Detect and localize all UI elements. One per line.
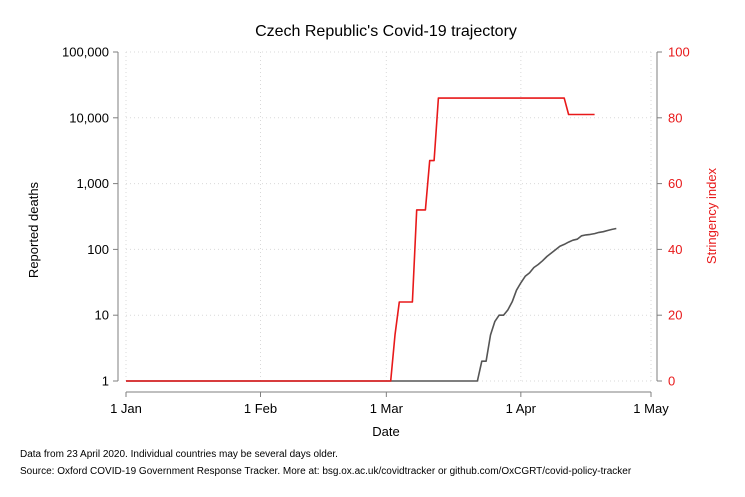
y-right-tick-label: 40 bbox=[668, 242, 682, 257]
deaths-line bbox=[126, 227, 617, 382]
y-ticks-left: 1 10 100 1,000 10,000 100,000 bbox=[62, 45, 118, 389]
y-axis-label-right: Stringency index bbox=[704, 167, 719, 264]
y-left-tick-label: 1 bbox=[102, 374, 109, 389]
chart-title: Czech Republic's Covid-19 trajectory bbox=[255, 23, 517, 40]
axes bbox=[117, 52, 658, 393]
series bbox=[126, 97, 617, 382]
y-right-tick-label: 100 bbox=[668, 45, 690, 60]
y-right-tick-label: 20 bbox=[668, 308, 682, 323]
x-tick-label: 1 Apr bbox=[506, 401, 537, 416]
y-left-tick-label: 1,000 bbox=[76, 176, 109, 191]
data-note: Data from 23 April 2020. Individual coun… bbox=[20, 449, 338, 460]
y-axis-label-left: Reported deaths bbox=[26, 181, 41, 278]
y-left-tick-label: 100 bbox=[87, 242, 109, 257]
y-left-tick-label: 10,000 bbox=[69, 110, 109, 125]
stringency-line bbox=[126, 97, 595, 382]
x-tick-label: 1 Jan bbox=[110, 401, 142, 416]
grid bbox=[125, 51, 652, 382]
x-tick-label: 1 Mar bbox=[370, 401, 404, 416]
y-right-tick-label: 60 bbox=[668, 176, 682, 191]
y-ticks-right: 0 20 40 60 80 100 bbox=[657, 45, 690, 389]
x-tick-label: 1 May bbox=[633, 401, 669, 416]
y-right-tick-label: 0 bbox=[668, 374, 675, 389]
source-note: Source: Oxford COVID-19 Government Respo… bbox=[20, 466, 632, 477]
y-left-tick-label: 100,000 bbox=[62, 45, 109, 60]
x-tick-label: 1 Feb bbox=[244, 401, 277, 416]
x-ticks: 1 Jan 1 Feb 1 Mar 1 Apr 1 May bbox=[110, 392, 669, 416]
y-left-tick-label: 10 bbox=[95, 308, 109, 323]
y-right-tick-label: 80 bbox=[668, 110, 682, 125]
x-axis-label: Date bbox=[372, 424, 399, 439]
